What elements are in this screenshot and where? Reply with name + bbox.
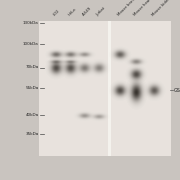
Text: 70kDa: 70kDa bbox=[25, 66, 39, 69]
Text: 55kDa: 55kDa bbox=[25, 86, 39, 90]
Text: LO2: LO2 bbox=[53, 9, 61, 17]
Text: A-549: A-549 bbox=[81, 6, 92, 17]
Text: Mouse heart: Mouse heart bbox=[133, 0, 153, 17]
Text: GSR: GSR bbox=[174, 87, 180, 93]
Text: HeLa: HeLa bbox=[67, 7, 77, 17]
Text: Mouse kidney: Mouse kidney bbox=[151, 0, 173, 17]
Text: 130kDa: 130kDa bbox=[23, 21, 39, 25]
Text: 40kDa: 40kDa bbox=[26, 113, 39, 117]
Text: Jurkat: Jurkat bbox=[96, 6, 107, 17]
Text: Mouse brain: Mouse brain bbox=[117, 0, 137, 17]
Text: 100kDa: 100kDa bbox=[23, 42, 39, 46]
Text: 35kDa: 35kDa bbox=[25, 132, 39, 136]
